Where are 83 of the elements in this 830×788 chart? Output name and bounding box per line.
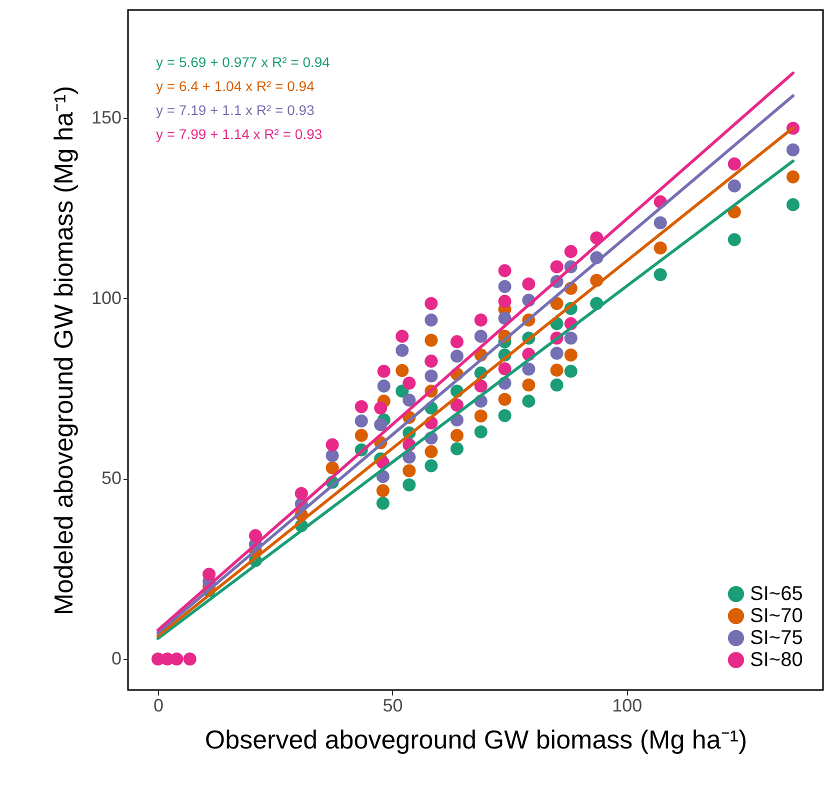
- point: [564, 332, 578, 345]
- point: [550, 378, 564, 392]
- point: [522, 362, 536, 376]
- legend-label: SI~65: [750, 583, 803, 605]
- point: [654, 268, 667, 282]
- legend-label: SI~75: [750, 627, 803, 649]
- point: [498, 409, 512, 422]
- point: [564, 364, 578, 378]
- point: [402, 464, 416, 478]
- point: [728, 179, 741, 192]
- point: [522, 394, 536, 408]
- point: [396, 330, 409, 343]
- point: [376, 496, 390, 510]
- point: [654, 216, 667, 230]
- point: [498, 264, 512, 278]
- point: [474, 330, 488, 343]
- point: [450, 442, 464, 456]
- annotation: y = 5.69 + 0.977 x R² = 0.94: [156, 54, 330, 70]
- legend-label: SI~80: [750, 649, 803, 671]
- point: [294, 486, 308, 500]
- point: [474, 314, 488, 327]
- point: [498, 362, 512, 376]
- point: [424, 314, 438, 327]
- legend-label: SI~70: [750, 605, 803, 627]
- point: [550, 364, 564, 377]
- point: [354, 428, 368, 442]
- point: [564, 245, 578, 258]
- point: [424, 369, 438, 382]
- point: [786, 198, 800, 212]
- x-axis-title: Observed aboveground GW biomass (Mg ha⁻¹): [204, 724, 748, 754]
- point: [564, 348, 578, 362]
- point: [474, 425, 488, 438]
- point: [550, 260, 564, 274]
- x-tick-label: 50: [382, 696, 403, 716]
- point: [396, 364, 409, 378]
- point: [354, 400, 368, 414]
- annotation: y = 7.19 + 1.1 x R² = 0.93: [156, 102, 315, 118]
- point: [248, 529, 262, 542]
- point: [654, 241, 667, 254]
- annotation: y = 6.4 + 1.04 x R² = 0.94: [156, 78, 315, 94]
- point: [326, 449, 339, 462]
- point: [474, 380, 488, 393]
- point: [786, 170, 800, 184]
- point: [326, 438, 339, 452]
- y-tick-label: 0: [111, 648, 122, 668]
- point: [728, 233, 741, 246]
- point: [170, 652, 184, 666]
- point: [728, 157, 741, 170]
- point: [377, 380, 390, 393]
- point: [402, 394, 416, 407]
- point: [402, 478, 416, 492]
- point: [183, 652, 196, 666]
- point: [376, 484, 390, 498]
- point: [374, 418, 388, 432]
- point: [498, 392, 512, 406]
- point: [424, 334, 438, 347]
- point: [424, 296, 438, 310]
- point: [424, 459, 438, 472]
- point: [498, 294, 512, 308]
- y-tick-label: 100: [91, 288, 122, 308]
- point: [402, 376, 416, 390]
- point: [522, 378, 536, 392]
- point: [450, 350, 464, 363]
- point: [474, 409, 488, 422]
- point: [786, 143, 800, 156]
- point: [354, 414, 368, 428]
- point: [522, 278, 536, 291]
- point: [550, 346, 564, 360]
- point: [450, 335, 464, 348]
- y-tick-label: 150: [91, 108, 122, 128]
- point: [498, 280, 512, 294]
- x-tick-label: 100: [612, 696, 642, 716]
- x-tick-label: 0: [153, 696, 164, 716]
- point: [396, 344, 409, 357]
- point: [424, 445, 438, 458]
- point: [450, 428, 464, 442]
- point: [377, 364, 390, 378]
- point: [374, 402, 388, 415]
- point: [202, 568, 216, 581]
- y-axis-title: Modeled aboveground GW biomass (Mg ha⁻¹): [48, 86, 78, 616]
- annotation: y = 7.99 + 1.14 x R² = 0.93: [156, 126, 322, 142]
- y-tick-label: 50: [101, 468, 122, 488]
- point: [326, 461, 339, 474]
